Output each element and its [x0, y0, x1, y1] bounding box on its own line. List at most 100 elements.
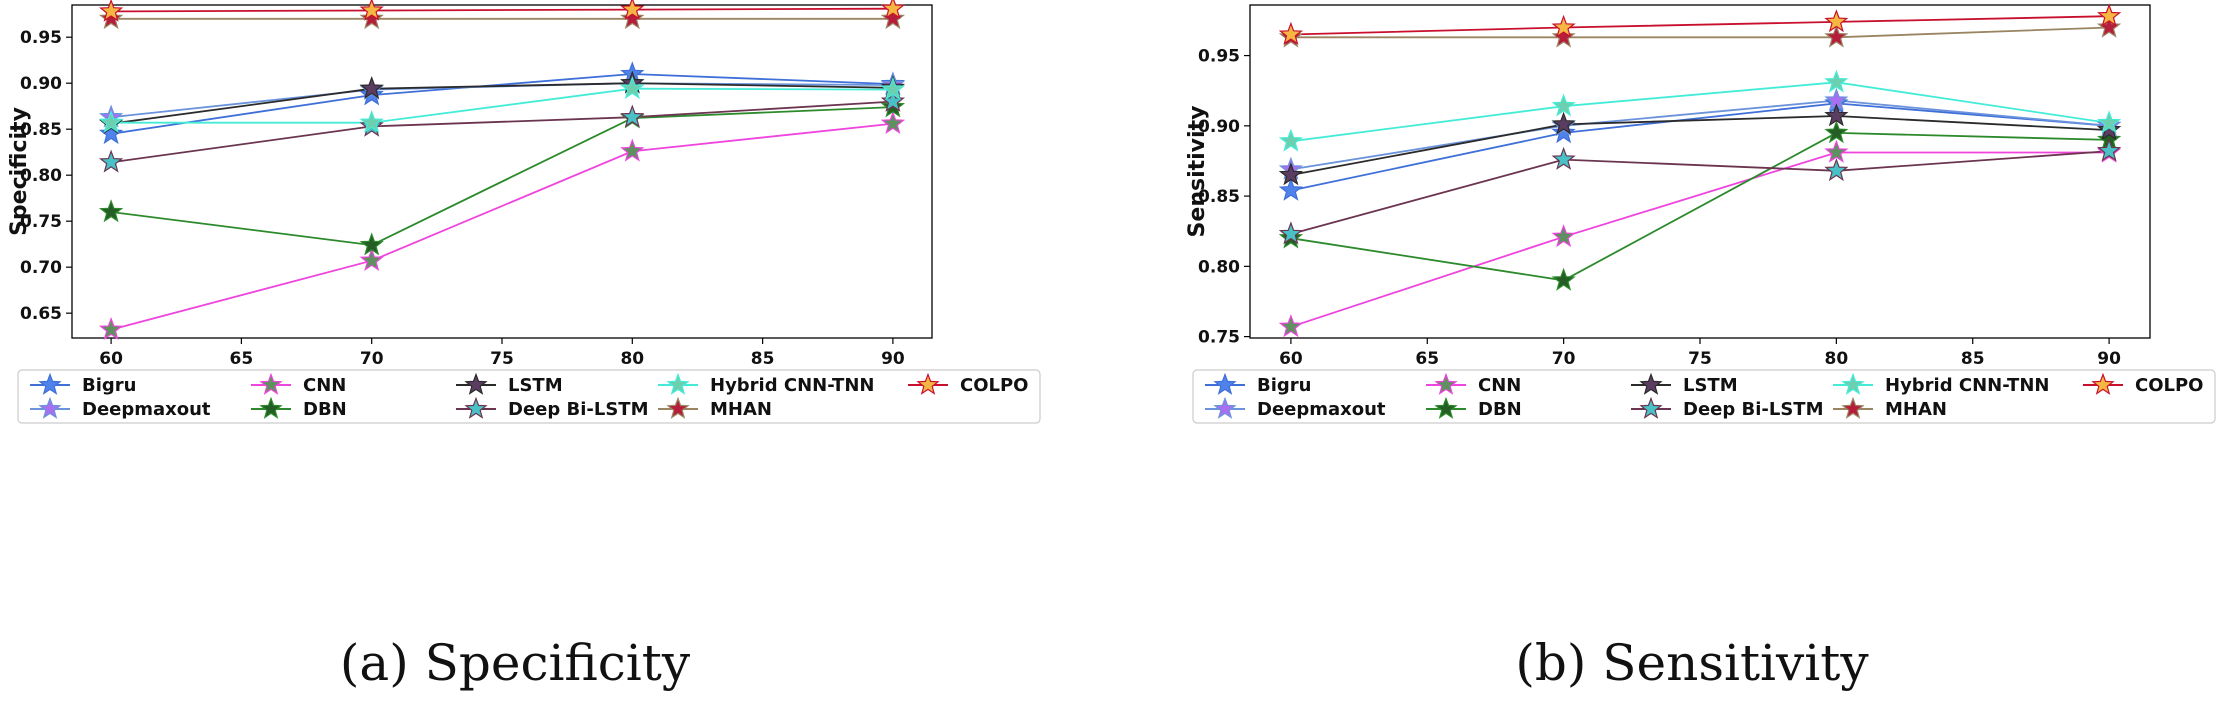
data-point-mhan [1824, 24, 1849, 48]
data-point-dbn [1824, 120, 1849, 144]
legend-label: Deep Bi-LSTM [1683, 399, 1824, 420]
series-line-deep-bi-lstm [1290, 150, 2110, 235]
legend-label: COLPO [960, 375, 1028, 396]
x-tick-label: 90 [881, 349, 905, 369]
y-tick-label: 0.65 [20, 304, 62, 324]
data-point-hybrid-cnn-tnn [880, 76, 906, 100]
y-tick-label: 0.85 [20, 120, 62, 140]
data-point-dbn [98, 199, 124, 223]
data-point-bigru [98, 121, 124, 145]
data-point-mhan [98, 6, 124, 30]
data-point-mhan [2096, 14, 2122, 38]
data-point-colpo [1824, 9, 1849, 33]
series-line-lstm [1290, 115, 2110, 176]
legend-marker-icon [464, 372, 488, 395]
data-point-deep-bi-lstm [1551, 146, 1576, 170]
y-tick-label: 0.70 [20, 258, 62, 278]
legend-marker-icon [259, 372, 283, 395]
y-tick-label: 0.85 [1198, 187, 1240, 207]
y-axis-label: Sensitivity [1185, 106, 1210, 238]
legend-label: CNN [1478, 375, 1521, 396]
legend-label: Deepmaxout [82, 399, 211, 420]
series-line-cnn [1290, 151, 2110, 328]
sensitivity-chart: 606570758085900.750.800.850.900.95Traini… [1185, 3, 2216, 692]
legend-label: Bigru [1257, 375, 1311, 396]
data-point-cnn [98, 316, 124, 340]
series-line-lstm [110, 82, 893, 125]
data-point-hybrid-cnn-tnn [359, 109, 384, 133]
data-point-deep-bi-lstm [620, 104, 645, 128]
figure-caption: (a) Specificity [340, 634, 691, 692]
data-point-lstm [1278, 162, 1304, 186]
data-point-cnn [1551, 224, 1576, 248]
legend-marker-icon [1434, 372, 1458, 395]
data-point-colpo [1551, 14, 1576, 38]
series-line-colpo [111, 7, 893, 13]
series-line-bigru [110, 73, 893, 135]
data-point-colpo [880, 0, 906, 19]
legend-marker-icon [916, 372, 940, 395]
data-point-mhan [880, 6, 906, 30]
legend-marker-icon [1639, 396, 1663, 419]
legend-marker-icon [666, 372, 690, 395]
legend-label: LSTM [1683, 375, 1738, 396]
legend-label: Bigru [82, 375, 136, 396]
y-tick-label: 0.80 [20, 166, 62, 186]
x-tick-label: 80 [620, 349, 644, 369]
legend-label: LSTM [508, 375, 563, 396]
data-point-hybrid-cnn-tnn [1278, 128, 1304, 152]
series-line-cnn [110, 122, 893, 331]
x-tick-label: 60 [1279, 349, 1303, 369]
series-line-colpo [1290, 15, 2110, 36]
legend-marker-icon [1841, 396, 1865, 419]
series-line-mhan [1290, 26, 2110, 39]
data-point-dbn [359, 232, 384, 256]
x-tick-label: 60 [99, 349, 123, 369]
data-point-hybrid-cnn-tnn [1824, 69, 1849, 93]
data-point-hybrid-cnn-tnn [2096, 110, 2122, 134]
plot-frame [71, 4, 933, 339]
data-point-deep-bi-lstm [1824, 158, 1849, 182]
x-tick-label: 70 [1552, 349, 1576, 369]
legend-label: Hybrid CNN-TNN [1885, 375, 2049, 396]
data-point-deep-bi-lstm [1278, 221, 1304, 245]
plot-frame [1249, 4, 2151, 339]
legend-marker-icon [1213, 372, 1237, 395]
legend-marker-icon [1213, 396, 1237, 419]
data-point-colpo [2096, 3, 2122, 27]
legend-label: DBN [1478, 399, 1522, 420]
data-point-bigru [1551, 120, 1576, 144]
series-line-deepmaxout [1290, 99, 2110, 171]
legend-label: MHAN [710, 399, 772, 420]
data-point-cnn [1824, 139, 1849, 163]
data-point-cnn [1278, 314, 1304, 338]
data-point-cnn [359, 247, 384, 271]
legend-marker-icon [464, 396, 488, 419]
legend-marker-icon [1434, 396, 1458, 419]
legend-label: DBN [303, 399, 347, 420]
y-axis-label: Specificity [7, 107, 32, 236]
legend-marker-icon [38, 396, 62, 419]
series-line-dbn [1290, 131, 2110, 282]
figure-caption: (b) Sensitivity [1515, 634, 1869, 692]
legend-marker-icon [666, 396, 690, 419]
data-point-lstm [1551, 111, 1576, 135]
series-line-hybrid-cnn-tnn [111, 87, 893, 124]
data-point-hybrid-cnn-tnn [620, 75, 645, 99]
data-point-hybrid-cnn-tnn [98, 109, 124, 133]
x-tick-label: 70 [360, 349, 384, 369]
data-point-deep-bi-lstm [880, 88, 906, 112]
data-point-deep-bi-lstm [2096, 138, 2122, 162]
series-line-hybrid-cnn-tnn [1290, 81, 2110, 143]
x-tick-label: 65 [230, 349, 254, 369]
legend-label: CNN [303, 375, 346, 396]
data-point-mhan [620, 6, 645, 30]
legend-marker-icon [1841, 372, 1865, 395]
data-point-hybrid-cnn-tnn [1551, 93, 1576, 117]
legend-label: MHAN [1885, 399, 1947, 420]
legend-label: Deepmaxout [1257, 399, 1386, 420]
x-tick-label: 80 [1825, 349, 1849, 369]
legend-marker-icon [1639, 372, 1663, 395]
series-line-bigru [1290, 102, 2110, 192]
data-point-lstm [359, 75, 384, 99]
